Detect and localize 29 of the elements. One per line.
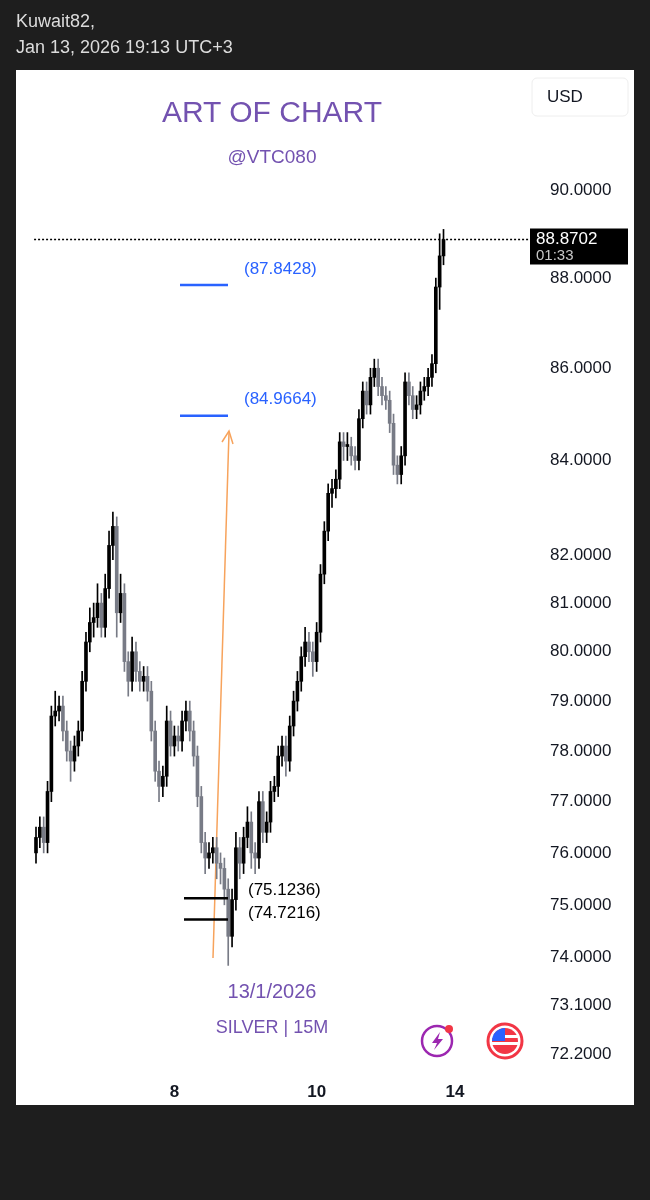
y-tick-label: 88.0000 xyxy=(550,267,612,287)
y-tick-label: 79.0000 xyxy=(550,690,612,710)
y-tick-label: 82.0000 xyxy=(550,544,612,564)
x-tick-label: 14 xyxy=(445,1081,466,1101)
y-tick-label: 81.0000 xyxy=(550,592,612,612)
y-tick-label: 78.0000 xyxy=(550,740,612,760)
y-tick-label: 72.2000 xyxy=(550,1043,612,1063)
y-axis-title: USD xyxy=(547,86,583,106)
y-tick-label: 80.0000 xyxy=(550,641,612,661)
ref-line-label: (74.7216) xyxy=(248,903,321,923)
x-tick-label: 8 xyxy=(169,1081,180,1101)
y-tick-label: 76.0000 xyxy=(550,842,612,862)
y-tick-label: 74.0000 xyxy=(550,947,612,967)
text: Kuwait82, xyxy=(16,10,97,33)
ref-line-label: (84.9664) xyxy=(244,389,317,409)
y-tick-label: 73.1000 xyxy=(550,995,612,1015)
y-tick-label: 84.0000 xyxy=(550,450,612,470)
ref-line-label: (87.8428) xyxy=(244,258,317,278)
y-tick-label: 90.0000 xyxy=(550,179,612,199)
text: Jan 13, 2026 19:13 UTC+3 xyxy=(16,36,233,59)
x-tick-label: 10 xyxy=(307,1081,327,1101)
y-tick-label: 75.0000 xyxy=(550,894,612,914)
annotation: 13/1/2026 xyxy=(227,979,317,1002)
ref-line-label: (75.1236) xyxy=(248,880,321,900)
y-tick-label: 77.0000 xyxy=(550,791,612,811)
chart-title: ART OF CHART xyxy=(161,95,383,129)
y-tick-label: 86.0000 xyxy=(550,357,612,377)
annotation: SILVER | 15M xyxy=(215,1016,329,1037)
chart-subtitle: @VTC080 xyxy=(227,146,317,168)
